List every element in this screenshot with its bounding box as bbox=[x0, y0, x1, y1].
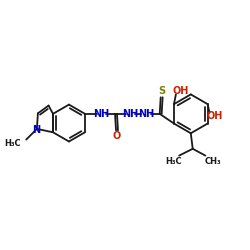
Text: O: O bbox=[113, 131, 121, 141]
Text: NH: NH bbox=[93, 109, 110, 119]
Text: OH: OH bbox=[172, 86, 189, 97]
Text: NH: NH bbox=[138, 109, 154, 119]
Text: S: S bbox=[158, 86, 165, 97]
Text: NH: NH bbox=[122, 109, 139, 119]
Text: CH₃: CH₃ bbox=[205, 157, 222, 166]
Text: H₃C: H₃C bbox=[165, 157, 182, 166]
Text: N: N bbox=[32, 125, 40, 135]
Text: OH: OH bbox=[206, 111, 222, 121]
Text: H₃C: H₃C bbox=[4, 139, 20, 148]
